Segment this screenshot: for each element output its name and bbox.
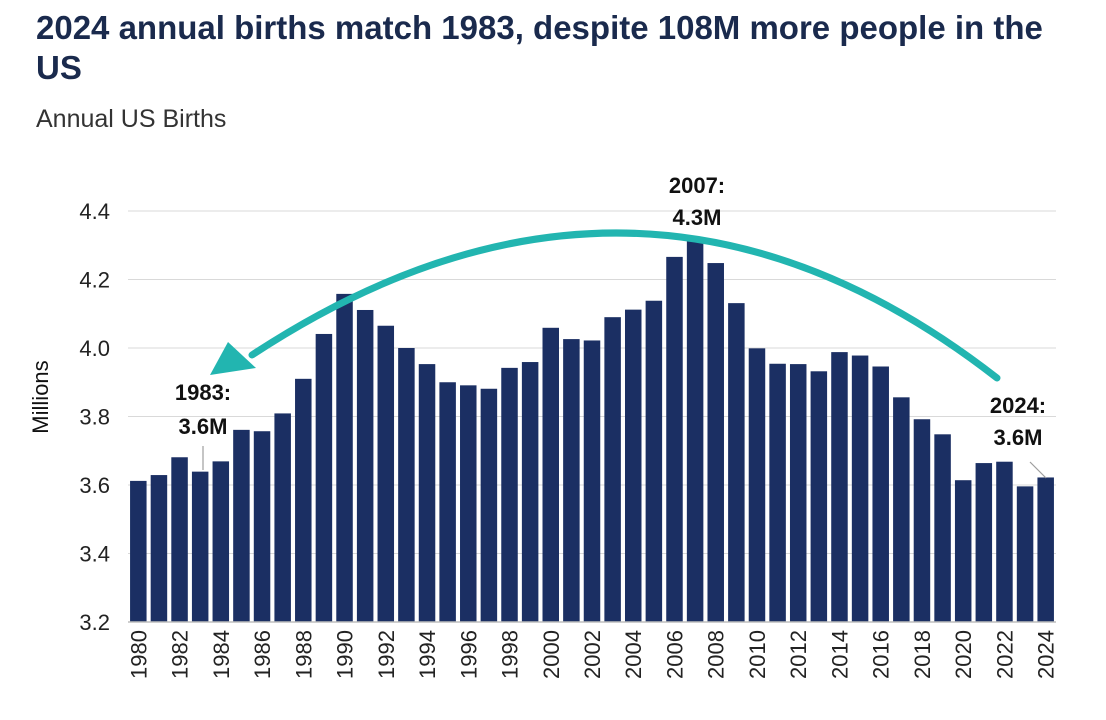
y-tick-label: 3.8 xyxy=(79,405,110,430)
bar-1996 xyxy=(460,385,477,622)
y-tick-label: 4.4 xyxy=(79,199,110,224)
x-tick-label: 1992 xyxy=(374,630,399,679)
annotation-leader xyxy=(1029,461,1047,479)
x-tick-label: 2008 xyxy=(704,630,729,679)
bar-2013 xyxy=(810,371,828,622)
bar-2012 xyxy=(789,364,807,622)
bar-1981 xyxy=(150,475,168,622)
x-tick-label: 1982 xyxy=(168,630,193,679)
bar-1982 xyxy=(171,457,188,622)
y-tick-label: 4.0 xyxy=(79,336,110,361)
bar-1989 xyxy=(315,333,333,622)
bar-1983 xyxy=(191,471,209,622)
y-axis-label: Millions xyxy=(28,360,53,433)
y-tick-label: 3.6 xyxy=(79,473,110,498)
bar-2009 xyxy=(728,303,745,622)
bar-2020 xyxy=(954,480,972,622)
x-tick-label: 2012 xyxy=(786,630,811,679)
annotation-2007: 2007: xyxy=(669,173,725,198)
bar-1997 xyxy=(480,388,498,622)
bar-1988 xyxy=(295,378,312,622)
trend-arrow-head xyxy=(210,342,256,375)
bar-2024 xyxy=(1037,477,1054,622)
bar-2007 xyxy=(686,239,704,622)
bar-1985 xyxy=(233,429,250,622)
x-tick-label: 2002 xyxy=(580,630,605,679)
bar-1992 xyxy=(377,325,395,622)
bar-2006 xyxy=(666,256,683,622)
annotation-2007: 4.3M xyxy=(673,205,722,230)
bar-2014 xyxy=(831,352,848,622)
bar-2016 xyxy=(872,366,889,622)
bar-2023 xyxy=(1016,486,1034,622)
bar-2004 xyxy=(624,309,642,622)
x-tick-label: 2006 xyxy=(662,630,687,679)
bar-1993 xyxy=(398,348,415,622)
bar-2011 xyxy=(769,363,786,622)
bar-2022 xyxy=(996,461,1013,622)
bar-2010 xyxy=(748,348,766,622)
trend-arrow-curve xyxy=(248,229,1001,382)
bar-2000 xyxy=(542,327,560,622)
x-tick-label: 2020 xyxy=(951,630,976,679)
bar-1998 xyxy=(501,367,518,622)
x-axis-ticks: 1980 1982 1984 1986 1988 1990 1992 1994 1996 1998… xyxy=(126,630,1058,679)
bar-1990 xyxy=(336,293,353,622)
bars xyxy=(130,239,1054,622)
bar-1984 xyxy=(212,461,230,622)
bar-1980 xyxy=(130,480,147,622)
bar-2021 xyxy=(975,463,993,622)
bar-2002 xyxy=(583,340,601,622)
bar-1986 xyxy=(253,431,271,622)
y-tick-label: 3.4 xyxy=(79,542,110,567)
annotation-2024: 2024: xyxy=(990,393,1046,418)
x-tick-label: 2014 xyxy=(827,630,852,679)
chart-subtitle: Annual US Births xyxy=(36,105,227,133)
bar-2015 xyxy=(851,355,869,622)
y-tick-label: 3.2 xyxy=(79,610,110,635)
bar-2003 xyxy=(604,317,621,622)
annotation-leaders xyxy=(202,446,1047,479)
bar-2018 xyxy=(913,419,931,622)
x-tick-label: 1994 xyxy=(415,630,440,679)
x-tick-label: 1996 xyxy=(456,630,481,679)
x-tick-label: 1990 xyxy=(333,630,358,679)
annotation-1983: 1983: xyxy=(175,380,231,405)
annotations: 1983: 3.6M 2007: 4.3M 2024: 3.6M xyxy=(175,173,1046,450)
x-tick-label: 2024 xyxy=(1034,630,1059,679)
y-axis-ticks: 3.2 3.4 3.6 3.8 4.0 4.2 4.4 xyxy=(79,199,110,635)
x-tick-label: 2022 xyxy=(992,630,1017,679)
bar-1999 xyxy=(521,362,539,622)
bar-2005 xyxy=(645,300,663,622)
bar-1991 xyxy=(356,309,374,622)
bar-2008 xyxy=(707,263,724,622)
x-tick-label: 2016 xyxy=(869,630,894,679)
x-tick-label: 1986 xyxy=(250,630,275,679)
bar-1987 xyxy=(274,413,291,622)
chart-title: 2024 annual births match 1983, despite 1… xyxy=(36,9,1043,86)
annotation-1983: 3.6M xyxy=(179,414,228,439)
x-tick-label: 1998 xyxy=(498,630,523,679)
x-tick-label: 2000 xyxy=(539,630,564,679)
x-tick-label: 2010 xyxy=(745,630,770,679)
x-tick-label: 2018 xyxy=(910,630,935,679)
y-tick-label: 4.2 xyxy=(79,268,110,293)
bar-1995 xyxy=(439,382,456,622)
bar-2019 xyxy=(934,434,951,622)
annotation-2024: 3.6M xyxy=(994,425,1043,450)
trend-arrow xyxy=(210,229,1001,382)
x-tick-label: 1984 xyxy=(209,630,234,679)
bar-1994 xyxy=(418,364,436,622)
bar-2017 xyxy=(893,397,910,622)
bar-2001 xyxy=(563,339,580,622)
x-tick-label: 2004 xyxy=(621,630,646,679)
x-tick-label: 1988 xyxy=(291,630,316,679)
x-tick-label: 1980 xyxy=(126,630,151,679)
